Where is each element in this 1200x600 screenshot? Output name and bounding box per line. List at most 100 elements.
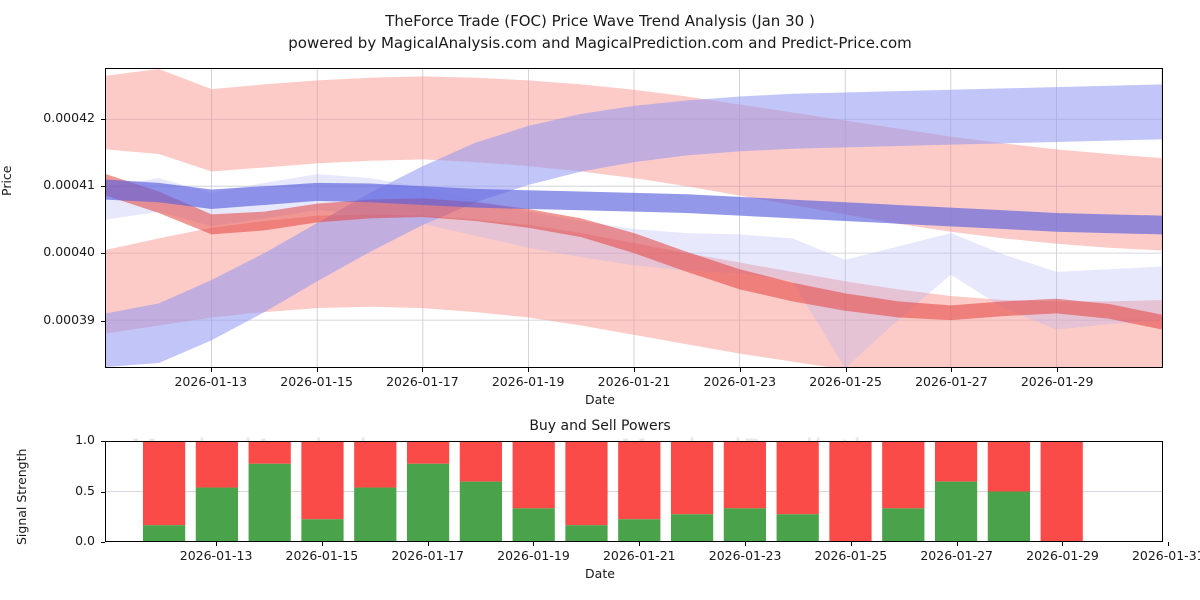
power-x-tick-label: 2026-01-31 xyxy=(1131,548,1200,563)
sell-power-bar xyxy=(776,442,819,515)
chart-title-block: TheForce Trade (FOC) Price Wave Trend An… xyxy=(0,10,1200,54)
buy-power-bar xyxy=(987,491,1030,541)
power-y-tick-mark xyxy=(101,491,105,493)
price-band-dark-blue-core-wave xyxy=(106,179,1162,235)
buy-power-bar xyxy=(354,487,397,541)
power-x-tick-label: 2026-01-29 xyxy=(1026,548,1099,563)
sell-power-bar xyxy=(459,442,502,482)
price-band-dark-red-core-wave xyxy=(106,174,1162,330)
price-y-tick-label: 0.00042 xyxy=(43,109,95,125)
price-y-tick-label: 0.00041 xyxy=(43,176,95,192)
sell-power-bar xyxy=(195,442,238,488)
power-y-tick-label: 1.0 xyxy=(75,432,95,447)
sell-power-bar xyxy=(565,442,608,526)
sell-power-bar xyxy=(301,442,344,520)
price-x-tick-mark xyxy=(845,368,847,372)
price-x-tick-label: 2026-01-25 xyxy=(809,374,882,389)
buy-power-bar xyxy=(301,519,344,541)
buy-power-bar xyxy=(670,514,714,541)
sell-power-bar xyxy=(670,442,714,515)
power-y-tick-label: 0.0 xyxy=(75,533,95,548)
power-x-tick-mark xyxy=(321,542,323,546)
price-y-tick-mark xyxy=(101,253,105,255)
price-x-tick-label: 2026-01-17 xyxy=(386,374,459,389)
sell-power-bar xyxy=(987,442,1030,492)
power-x-tick-label: 2026-01-13 xyxy=(179,548,253,563)
power-x-tick-mark xyxy=(745,542,747,546)
power-chart-plot-area xyxy=(105,441,1163,542)
power-x-tick-label: 2026-01-19 xyxy=(497,548,570,563)
sell-power-bar xyxy=(1040,442,1083,541)
price-x-tick-mark xyxy=(739,368,741,372)
power-x-tick-label: 2026-01-17 xyxy=(391,548,465,563)
power-x-axis-label: Date xyxy=(585,566,615,581)
power-x-tick-mark xyxy=(956,542,958,546)
price-chart-svg xyxy=(106,69,1162,367)
sell-power-bar xyxy=(723,442,766,509)
buy-power-bar xyxy=(195,487,238,541)
price-x-tick-label: 2026-01-23 xyxy=(703,374,777,389)
buy-power-bar xyxy=(776,514,819,541)
buy-power-bar xyxy=(618,519,661,541)
price-band-blue-trend-band xyxy=(106,84,1162,367)
buy-power-bar xyxy=(406,463,450,541)
price-x-tick-mark xyxy=(316,368,318,372)
price-x-tick-label: 2026-01-15 xyxy=(280,374,353,389)
price-y-tick-mark xyxy=(101,118,105,120)
price-x-tick-mark xyxy=(422,368,424,372)
price-band-zigzag-blue-band xyxy=(106,174,1162,367)
power-x-tick-label: 2026-01-25 xyxy=(814,548,888,563)
sell-power-bar xyxy=(142,442,186,526)
power-x-tick-label: 2026-01-15 xyxy=(285,548,359,563)
sell-power-bar xyxy=(934,442,978,482)
price-x-tick-label: 2026-01-21 xyxy=(597,374,671,389)
price-y-tick-mark xyxy=(101,320,105,322)
price-y-tick-mark xyxy=(101,185,105,187)
power-x-tick-mark xyxy=(1168,542,1170,546)
buy-power-bar xyxy=(934,481,978,541)
buy-power-bar xyxy=(565,525,608,541)
price-x-tick-mark xyxy=(951,368,953,372)
price-x-tick-label: 2026-01-27 xyxy=(915,374,988,389)
price-x-axis-label: Date xyxy=(585,392,615,407)
buy-power-bar xyxy=(459,481,502,541)
sell-power-bar xyxy=(618,442,661,520)
page-title: TheForce Trade (FOC) Price Wave Trend An… xyxy=(385,12,815,30)
sell-power-bar xyxy=(512,442,555,509)
power-x-tick-label: 2026-01-27 xyxy=(920,548,994,563)
power-chart-svg xyxy=(106,442,1162,541)
buy-power-bar xyxy=(882,508,925,541)
price-y-tick-label: 0.00039 xyxy=(43,311,95,327)
power-x-tick-mark xyxy=(1062,542,1064,546)
power-chart-title: Buy and Sell Powers xyxy=(529,418,671,434)
price-x-tick-mark xyxy=(210,368,212,372)
buy-power-bar xyxy=(723,508,766,541)
price-y-tick-label: 0.00040 xyxy=(43,244,95,260)
power-x-tick-label: 2026-01-21 xyxy=(602,548,676,563)
power-x-tick-mark xyxy=(427,542,429,546)
power-x-tick-mark xyxy=(216,542,218,546)
price-y-axis-label: Price xyxy=(0,165,14,197)
price-band-mid-red-band xyxy=(106,214,1162,367)
sell-power-bar xyxy=(248,442,291,464)
price-x-tick-label: 2026-01-29 xyxy=(1020,374,1094,389)
power-y-axis-label: Signal Strength xyxy=(14,448,29,545)
price-x-tick-mark xyxy=(634,368,635,372)
buy-power-bar xyxy=(142,525,186,541)
power-y-tick-mark xyxy=(101,441,105,442)
price-x-tick-label: 2026-01-19 xyxy=(491,374,565,389)
sell-power-bar xyxy=(882,442,925,509)
buy-power-bar xyxy=(248,463,291,541)
power-x-tick-mark xyxy=(639,542,641,546)
price-x-tick-mark xyxy=(1057,368,1059,372)
price-chart-plot-area xyxy=(105,68,1163,368)
page-subtitle: powered by MagicalAnalysis.com and Magic… xyxy=(288,34,912,52)
price-x-tick-label: 2026-01-13 xyxy=(174,374,248,389)
price-x-tick-mark xyxy=(528,368,530,372)
buy-power-bar xyxy=(512,508,555,541)
sell-power-bar xyxy=(354,442,397,488)
power-x-tick-mark xyxy=(533,542,535,546)
power-x-tick-mark xyxy=(850,542,852,546)
power-y-tick-mark xyxy=(101,542,105,543)
